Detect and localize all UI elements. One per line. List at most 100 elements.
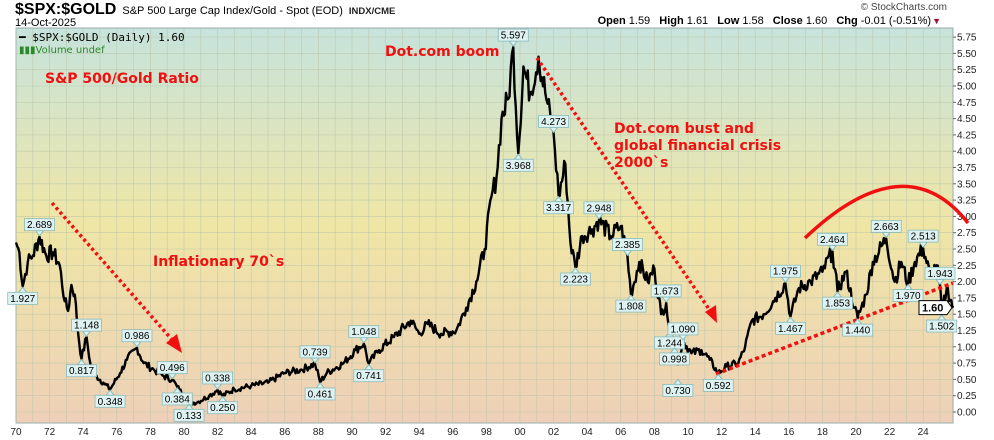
label-box (538, 115, 569, 128)
boom-annotation: Dot.com boom (385, 44, 499, 60)
down-triangle-icon: ▼ (932, 16, 941, 26)
point-label: 2.464 (817, 232, 848, 252)
high-label: High (659, 15, 684, 27)
label-box (161, 392, 193, 406)
y-tick-label: 0.75 (957, 359, 977, 370)
label-text: 1.048 (351, 327, 376, 338)
symbol-description: S&P 500 Large Cap Index/Gold - Spot (EOD… (122, 5, 343, 17)
label-text: 0.461 (308, 389, 333, 400)
label-text: 0.998 (662, 354, 687, 365)
label-text: 0.348 (98, 397, 123, 408)
y-axis: 0.00 0.25 0.50 0.75 1.00 1.25 1.50 1.75 2.00 2.25… (953, 33, 977, 419)
y-tick-label: 1.50 (957, 310, 977, 321)
open-label: Open (597, 15, 626, 27)
ratio-title-annotation: S&P 500/Gold Ratio (45, 71, 199, 87)
x-tick-label: 12 (716, 427, 728, 438)
label-box (667, 322, 699, 336)
point-label: 0.741 (353, 363, 385, 382)
point-label: 0.998 (659, 347, 690, 366)
point-label: 2.689 (24, 218, 55, 237)
label-box (583, 201, 615, 215)
label-box (926, 319, 958, 333)
label-box (502, 158, 534, 172)
point-label: 0.338 (202, 371, 234, 390)
bust-annotation-1: Dot.com bust and (614, 121, 754, 137)
y-tick-label: 3.25 (957, 196, 977, 207)
label-text: 0.730 (665, 386, 690, 397)
chg-label: Chg (836, 15, 858, 27)
label-text: 2.689 (27, 220, 52, 231)
x-tick-label: 86 (279, 427, 291, 438)
x-tick-label: 70 (10, 427, 22, 438)
y-tick-label: 4.25 (957, 130, 977, 141)
copyright: © StockCharts.com (860, 2, 947, 13)
point-label: 1.148 (71, 318, 102, 337)
y-tick-label: 1.75 (957, 293, 977, 304)
symbol-title: $SPX:$GOLD (15, 1, 117, 18)
label-box (842, 323, 874, 337)
label-text: 0.133 (177, 411, 202, 422)
label-text: 0.739 (303, 347, 328, 358)
label-box (156, 361, 188, 375)
label-text: 1.090 (670, 324, 695, 335)
point-label: 2.663 (870, 219, 902, 239)
x-tick-label: 20 (850, 427, 862, 438)
point-label: 5.597 (497, 28, 529, 47)
ohlc-bar: Open 1.59 High 1.61 Low 1.58 Close 1.60 … (598, 15, 947, 27)
label-box (654, 336, 685, 350)
exchange-label: INDX/CME (348, 6, 396, 17)
point-labels: 1.927 2.689 0.817 1.148 0.348 0.986 0.496 0.384… (7, 28, 958, 422)
point-label: 1.502 (926, 314, 958, 333)
label-box (659, 352, 690, 366)
volume-bars-icon: ▮▮▮ (19, 45, 36, 56)
label-text: 3.317 (546, 203, 571, 214)
label-box (822, 296, 853, 310)
x-tick-label: 92 (380, 427, 392, 438)
point-label: 0.496 (156, 361, 188, 380)
close-label: Close (772, 15, 803, 27)
point-label: 0.133 (173, 403, 205, 422)
x-axis: 70 72 74 76 78 80 82 84 86 88 90 92 94 96 98 00 02 04 06 08… (10, 427, 929, 438)
label-box (94, 394, 126, 408)
x-tick-label: 08 (649, 427, 661, 438)
x-tick-label: 94 (414, 427, 426, 438)
x-tick-label: 84 (246, 427, 258, 438)
chart-date: 14-Oct-2025 (15, 17, 77, 29)
y-tick-label: 2.50 (957, 245, 977, 256)
label-box (560, 272, 591, 286)
x-tick-label: 88 (313, 427, 325, 438)
label-text: 1.853 (825, 299, 850, 310)
low-label: Low (717, 15, 740, 27)
label-text: 2.948 (586, 203, 611, 214)
label-box (892, 289, 924, 302)
label-box (207, 401, 239, 415)
y-tick-label: 2.75 (957, 228, 977, 239)
y-tick-label: 0.25 (957, 391, 977, 402)
chg-value: -0.01 (-0.51%) (860, 15, 932, 27)
y-tick-label: 4.50 (957, 114, 977, 125)
label-box (66, 364, 97, 378)
label-box (348, 325, 380, 339)
label-text: 2.464 (820, 235, 845, 246)
label-text: 1.975 (773, 267, 798, 278)
point-label: 0.986 (121, 329, 153, 348)
point-label: 0.250 (207, 395, 239, 415)
point-label: 2.948 (583, 201, 615, 220)
label-text: 2.223 (563, 275, 588, 286)
seventies-annotation: Inflationary 70`s (153, 254, 284, 270)
seventies-arrow-line (50, 201, 176, 344)
y-tick-label: 3.00 (957, 212, 977, 223)
bust-annotation-2: global financial crisis (614, 138, 781, 154)
label-box (817, 232, 848, 246)
point-label: 0.730 (662, 378, 694, 397)
x-tick-label: 82 (212, 427, 224, 438)
point-label: 0.384 (161, 387, 193, 406)
point-label: 1.090 (667, 322, 699, 341)
label-box (615, 299, 647, 313)
label-box (71, 318, 102, 332)
y-tick-label: 5.25 (957, 65, 977, 76)
y-tick-label: 0.00 (957, 408, 977, 419)
last-value-badge: 1.60 (918, 300, 953, 316)
